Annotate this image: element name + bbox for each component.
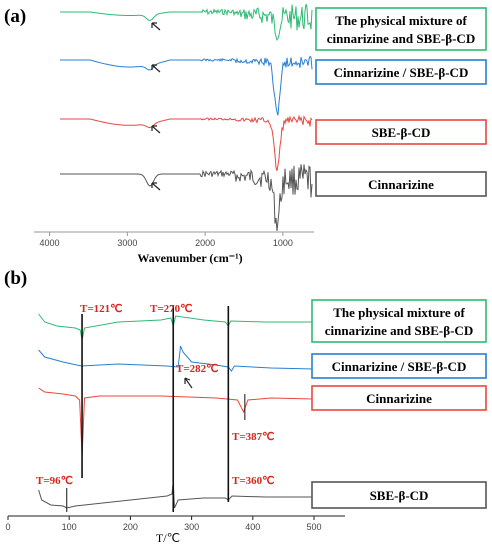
arrow-icon <box>151 64 161 73</box>
dsc-annotations: T=121℃ T=270℃ T=282℃ T=387℃ T=96℃ T=360℃ <box>36 303 274 487</box>
panel-a-label: (a) <box>4 6 26 27</box>
legend-box-physical-mixture <box>315 7 487 51</box>
arrow-icon <box>151 125 161 134</box>
legend-label: cinnarizine and SBE-β-CD <box>325 323 473 338</box>
legend-label: SBE-β-CD <box>372 125 431 140</box>
ftir-x-ticks: 4000 3000 2000 1000 <box>40 232 293 248</box>
legend-label: Cinnarizine <box>366 391 432 406</box>
legend-box-physical-mixture <box>311 299 487 343</box>
dsc-x-axis-title: T/℃ <box>156 531 180 545</box>
legend-box-sbe-cd <box>315 119 487 145</box>
ftir-tick-label: 2000 <box>195 238 215 248</box>
legend-label: cinnarizine and SBE-β-CD <box>327 31 475 46</box>
arrow-icon <box>151 22 161 31</box>
legend-label: The physical mixture of <box>335 13 467 28</box>
annotation-t387: T=387℃ <box>232 431 274 443</box>
legend-box-sbe-cd <box>311 481 487 509</box>
legend-label: The physical mixture of <box>333 305 465 320</box>
dsc-tick-label: 100 <box>62 522 77 532</box>
dsc-tick-label: 0 <box>5 522 10 532</box>
legend-box-inclusion-complex <box>311 353 487 379</box>
dsc-legend: The physical mixture of cinnarizine and … <box>311 299 487 509</box>
dsc-tick-label: 500 <box>306 522 321 532</box>
ftir-series-sbe-cd <box>60 114 313 171</box>
annotation-t96: T=96℃ <box>36 475 73 487</box>
legend-label: Cinnarizine / SBE-β-CD <box>334 65 469 80</box>
ftir-series-inclusion-complex <box>60 55 313 116</box>
ftir-tick-label: 4000 <box>40 238 60 248</box>
dsc-series-inclusion-complex <box>38 345 315 372</box>
ftir-series-cinnarizine <box>60 164 313 231</box>
dsc-reference-lines <box>66 306 246 512</box>
ftir-arrow-annotations <box>151 22 161 191</box>
ftir-legend: The physical mixture of cinnarizine and … <box>315 7 487 197</box>
annotation-t121: T=121℃ <box>80 303 122 315</box>
annotation-t282: T=282℃ <box>176 363 218 375</box>
dsc-x-ticks: 0 100 200 300 400 500 <box>5 516 322 532</box>
ftir-tick-label: 3000 <box>117 238 137 248</box>
panel-b-label: (b) <box>4 268 27 289</box>
ftir-x-axis-title: Wavenumber (cm⁻¹) <box>137 251 242 265</box>
arrow-icon <box>184 377 193 389</box>
dsc-tick-label: 400 <box>245 522 260 532</box>
legend-label: Cinnarizine <box>368 177 434 192</box>
annotation-t270: T=270℃ <box>150 303 192 315</box>
legend-box-cinnarizine <box>311 385 487 411</box>
legend-label: Cinnarizine / SBE-β-CD <box>332 359 467 374</box>
dsc-tick-label: 200 <box>123 522 138 532</box>
ftir-tick-label: 1000 <box>273 238 293 248</box>
legend-label: SBE-β-CD <box>370 488 429 503</box>
ftir-series-physical-mixture <box>60 3 313 42</box>
legend-box-inclusion-complex <box>315 59 487 85</box>
dsc-plot: 0 100 200 300 400 500 T/℃ T=121℃ T=270℃ T=282… <box>5 299 487 545</box>
annotation-t360: T=360℃ <box>232 475 274 487</box>
arrow-icon <box>151 182 161 191</box>
dsc-series-physical-mixture <box>38 313 314 341</box>
dsc-tick-label: 300 <box>184 522 199 532</box>
ftir-plot: 4000 3000 2000 1000 Wavenumber (cm⁻¹) The p… <box>34 3 487 265</box>
legend-box-cinnarizine <box>315 171 487 197</box>
dsc-series-cinnarizine <box>38 387 315 457</box>
